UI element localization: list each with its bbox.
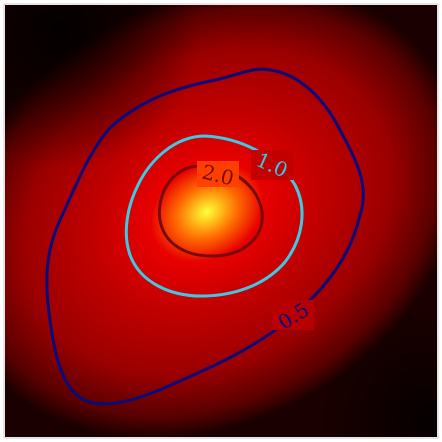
contour-label-2-0: 2.0 (197, 160, 239, 190)
contour-line-2-0 (157, 164, 264, 258)
contour-label-1-0: 1.0 (251, 148, 293, 182)
contour-label-0-5-background (272, 300, 314, 330)
intensity-map-shade-bottom-right (5, 5, 437, 437)
contour-label-0-5: 0.5 (272, 297, 314, 334)
contour-line-0-5 (45, 67, 365, 406)
contour-label-2-0-background (197, 161, 239, 187)
contour-label-1-0-background (251, 150, 293, 180)
contour-line-1-0 (124, 134, 304, 298)
